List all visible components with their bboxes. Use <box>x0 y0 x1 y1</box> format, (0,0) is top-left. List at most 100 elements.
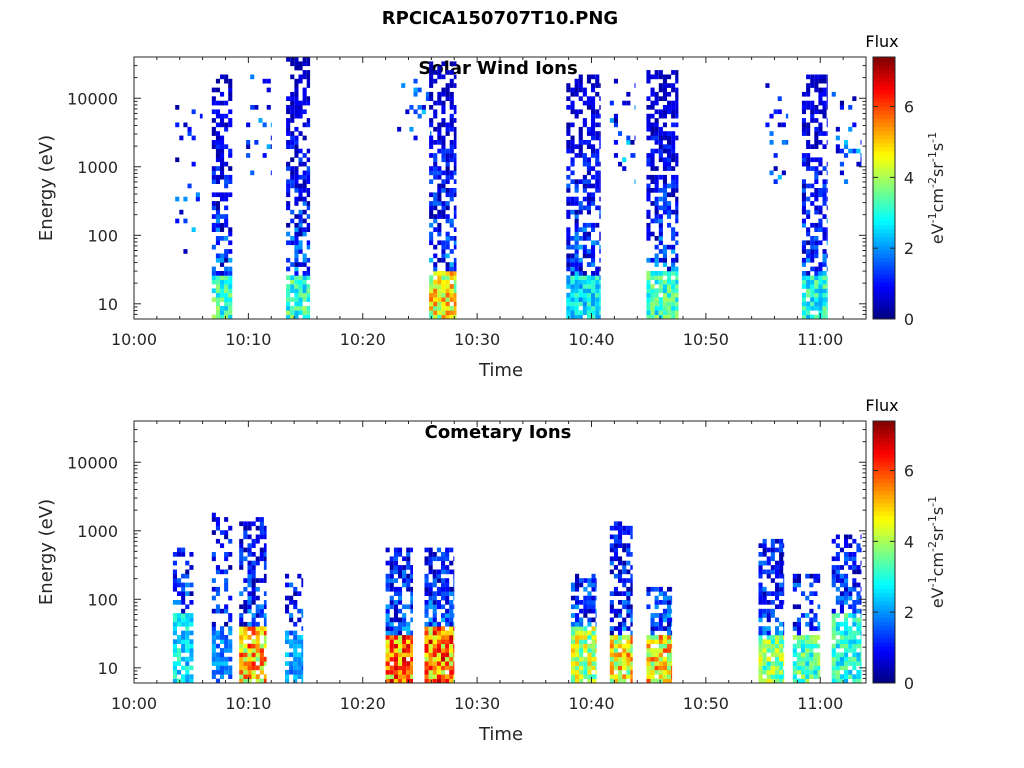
heatmap-cell <box>187 131 192 136</box>
heatmap-cell <box>806 105 811 110</box>
heatmap-cell <box>810 292 815 298</box>
heatmap-cell <box>298 65 303 71</box>
heatmap-cell <box>172 643 177 649</box>
heatmap-cell <box>848 591 853 596</box>
heatmap-cell <box>574 266 579 272</box>
heatmap-cell <box>583 595 588 601</box>
heatmap-cell <box>671 144 676 149</box>
heatmap-cell <box>441 648 446 653</box>
heatmap-cell <box>646 271 651 276</box>
heatmap-cell <box>662 310 667 315</box>
heatmap-cell <box>294 240 299 246</box>
heatmap-cell <box>810 83 815 88</box>
heatmap-cell <box>185 560 190 566</box>
heatmap-cell <box>646 161 651 167</box>
heatmap-cell <box>224 669 229 675</box>
heatmap-cell <box>822 236 827 241</box>
colorbar-tick-label: 2 <box>904 603 914 622</box>
heatmap-cell <box>428 669 433 675</box>
heatmap-cell <box>406 669 411 675</box>
heatmap-cell <box>667 652 672 658</box>
heatmap-cell <box>220 630 225 636</box>
heatmap-cell <box>583 635 588 640</box>
heatmap-cell <box>806 231 811 237</box>
heatmap-cell <box>583 661 588 666</box>
heatmap-cell <box>570 305 575 311</box>
plot-frame <box>133 56 867 320</box>
heatmap-cell <box>432 621 437 627</box>
heatmap-cell <box>566 140 571 145</box>
heatmap-cell <box>398 569 403 575</box>
heatmap-cell <box>810 275 815 280</box>
heatmap-cell <box>445 174 450 180</box>
heatmap-cell <box>658 227 663 232</box>
heatmap-cell <box>453 240 457 246</box>
heatmap-cell <box>814 240 819 246</box>
heatmap-cell <box>449 118 454 123</box>
heatmap-cell <box>575 573 580 579</box>
heatmap-cell <box>591 196 596 202</box>
heatmap-cell <box>599 305 601 311</box>
heatmap-cell <box>654 74 659 80</box>
heatmap-cell <box>243 630 248 636</box>
heatmap-cell <box>667 643 672 649</box>
heatmap-cell <box>433 218 438 224</box>
heatmap-cell <box>239 669 244 675</box>
heatmap-cell <box>658 310 663 315</box>
heatmap-cell <box>662 305 667 311</box>
heatmap-cell <box>228 552 233 557</box>
heatmap-cell <box>818 288 823 294</box>
heatmap-cell <box>211 652 216 658</box>
heatmap-cell <box>646 604 651 610</box>
heatmap-cell <box>758 595 763 601</box>
heatmap-cell <box>293 652 298 658</box>
heatmap-cell <box>290 96 295 101</box>
heatmap-cell <box>441 314 446 320</box>
heatmap-cell <box>570 635 575 640</box>
heatmap-cell <box>662 135 667 141</box>
heatmap-cell <box>189 582 194 588</box>
heatmap-cell <box>453 153 457 158</box>
heatmap-cell <box>806 292 811 298</box>
heatmap-cell <box>613 586 618 592</box>
heatmap-cell <box>591 652 596 658</box>
colorbar-segment <box>873 65 895 70</box>
heatmap-cell <box>613 153 618 158</box>
heatmap-cell <box>796 626 801 631</box>
heatmap-cell <box>185 669 190 675</box>
heatmap-cell <box>177 656 182 662</box>
heatmap-cell <box>437 126 442 132</box>
heatmap-cell <box>177 652 182 658</box>
colorbar-segment <box>873 224 895 230</box>
heatmap-cell <box>441 652 446 658</box>
heatmap-cell <box>566 301 571 307</box>
heatmap-cell <box>762 591 767 596</box>
heatmap-cell <box>224 122 229 128</box>
heatmap-cell <box>298 310 303 315</box>
heatmap-cell <box>239 591 244 596</box>
colorbar-segment <box>873 637 895 643</box>
heatmap-cell <box>613 613 618 618</box>
heatmap-cell <box>239 674 244 679</box>
heatmap-cell <box>758 617 763 623</box>
heatmap-cell <box>290 314 295 320</box>
heatmap-cell <box>618 530 623 535</box>
colorbar-title: Flux <box>865 396 898 415</box>
heatmap-cell <box>654 314 659 320</box>
heatmap-cell <box>228 153 233 158</box>
heatmap-cell <box>609 678 614 684</box>
heatmap-cell <box>860 674 862 679</box>
heatmap-cell <box>211 109 216 115</box>
heatmap-cell <box>844 669 849 675</box>
heatmap-cell <box>810 266 815 272</box>
heatmap-cell <box>770 678 775 684</box>
heatmap-cell <box>302 275 307 280</box>
heatmap-cell <box>224 556 229 562</box>
heatmap-cell <box>578 83 583 88</box>
heatmap-cell <box>389 669 394 675</box>
heatmap-cell <box>835 573 840 579</box>
heatmap-cell <box>445 301 450 307</box>
heatmap-cell <box>613 543 618 548</box>
heatmap-cell <box>290 279 295 285</box>
